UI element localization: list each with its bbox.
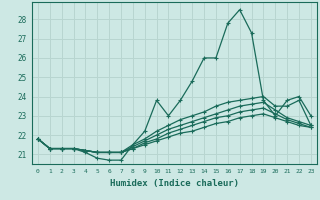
X-axis label: Humidex (Indice chaleur): Humidex (Indice chaleur) <box>110 179 239 188</box>
